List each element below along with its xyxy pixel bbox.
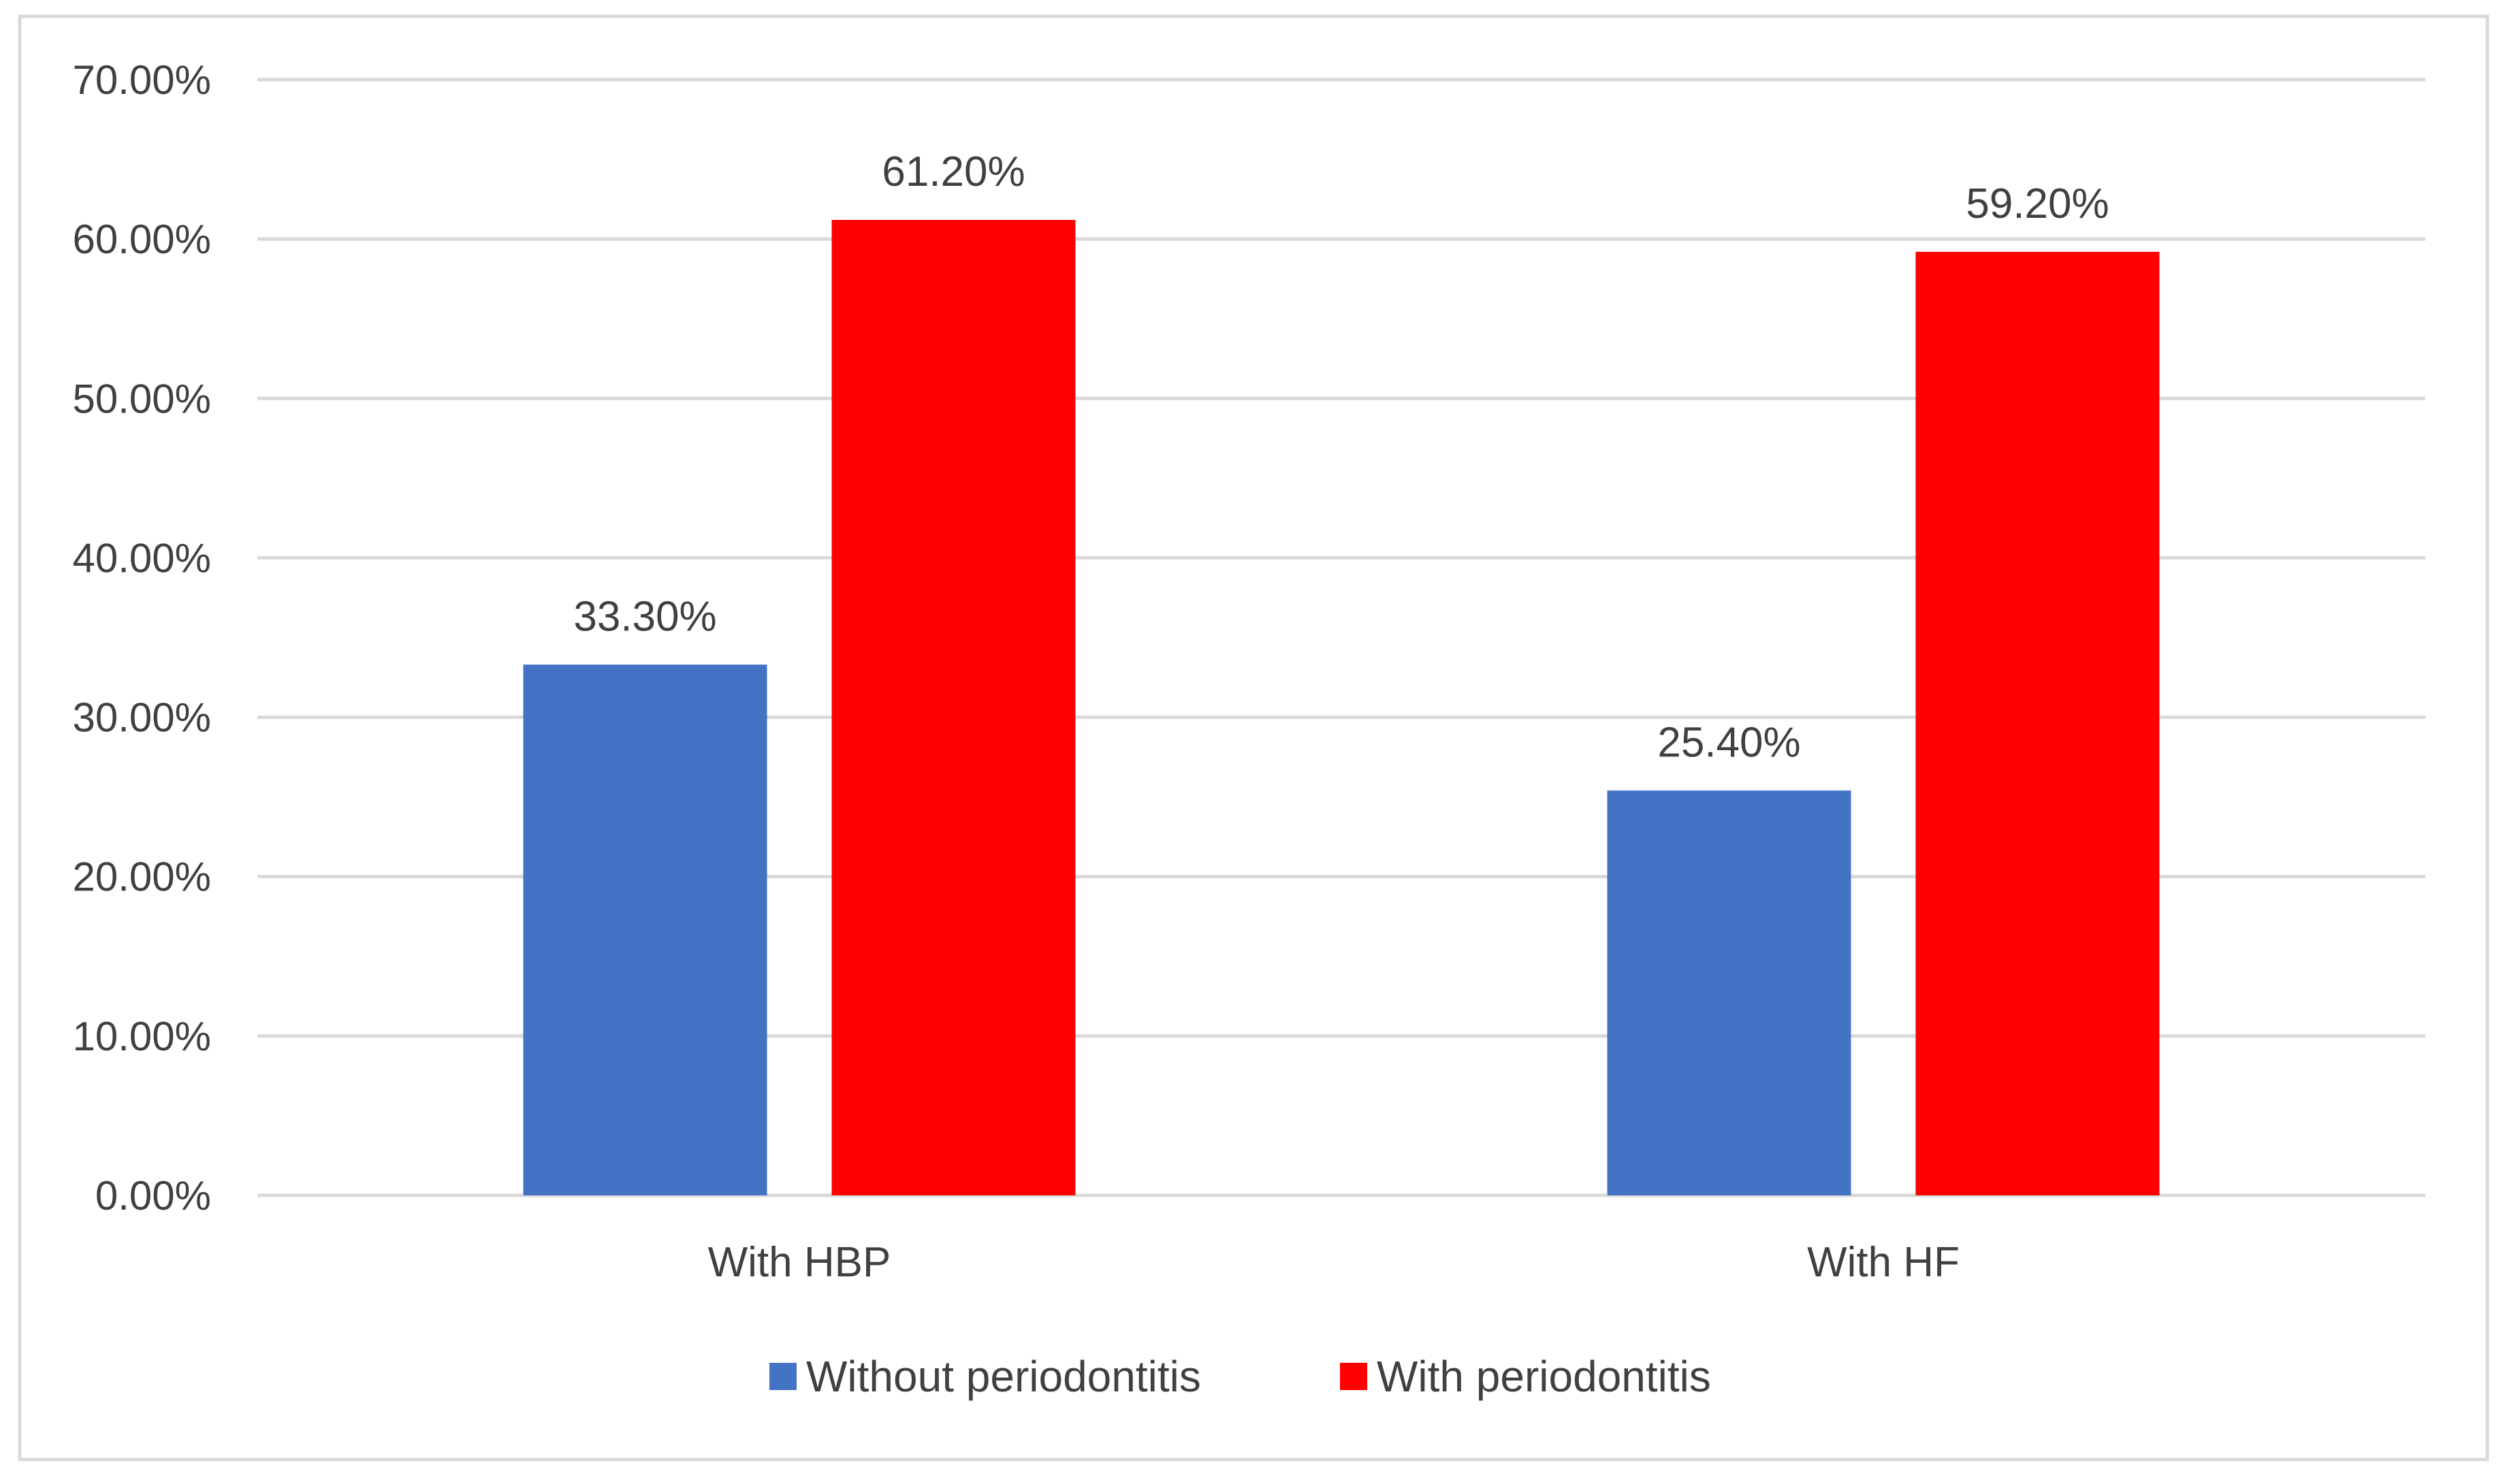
y-tick-label: 60.00% — [73, 216, 212, 262]
x-axis-categories: With HBP With HF — [708, 1239, 1960, 1286]
y-tick-label: 0.00% — [95, 1173, 211, 1219]
y-tick-label: 10.00% — [73, 1014, 212, 1059]
y-tick-label: 20.00% — [73, 854, 212, 900]
x-category-label: With HBP — [708, 1239, 891, 1286]
data-label: 33.30% — [573, 593, 716, 640]
bars — [523, 220, 2160, 1196]
y-tick-label: 70.00% — [73, 57, 212, 103]
data-label: 59.20% — [1966, 180, 2109, 227]
x-category-label: With HF — [1807, 1239, 1960, 1286]
y-tick-label: 50.00% — [73, 376, 212, 421]
y-tick-label: 30.00% — [73, 695, 212, 741]
data-label: 61.20% — [882, 148, 1025, 195]
y-axis-ticks: 0.00% 10.00% 20.00% 30.00% 40.00% 50.00% 60.00… — [73, 57, 212, 1219]
legend-swatch — [769, 1363, 797, 1390]
bar-with-periodontitis — [831, 220, 1076, 1196]
legend-label: Without periodontitis — [806, 1352, 1201, 1401]
legend: Without periodontitis With periodontitis — [769, 1352, 1711, 1401]
legend-swatch — [1340, 1363, 1367, 1390]
data-label: 25.40% — [1657, 719, 1800, 766]
y-tick-label: 40.00% — [73, 535, 212, 581]
data-labels: 33.30% 61.20% 25.40% 59.20% — [573, 148, 2109, 766]
bar-without-periodontitis — [523, 664, 767, 1195]
legend-label: With periodontitis — [1377, 1352, 1711, 1401]
bar-without-periodontitis — [1607, 790, 1851, 1195]
bar-with-periodontitis — [1915, 251, 2160, 1196]
